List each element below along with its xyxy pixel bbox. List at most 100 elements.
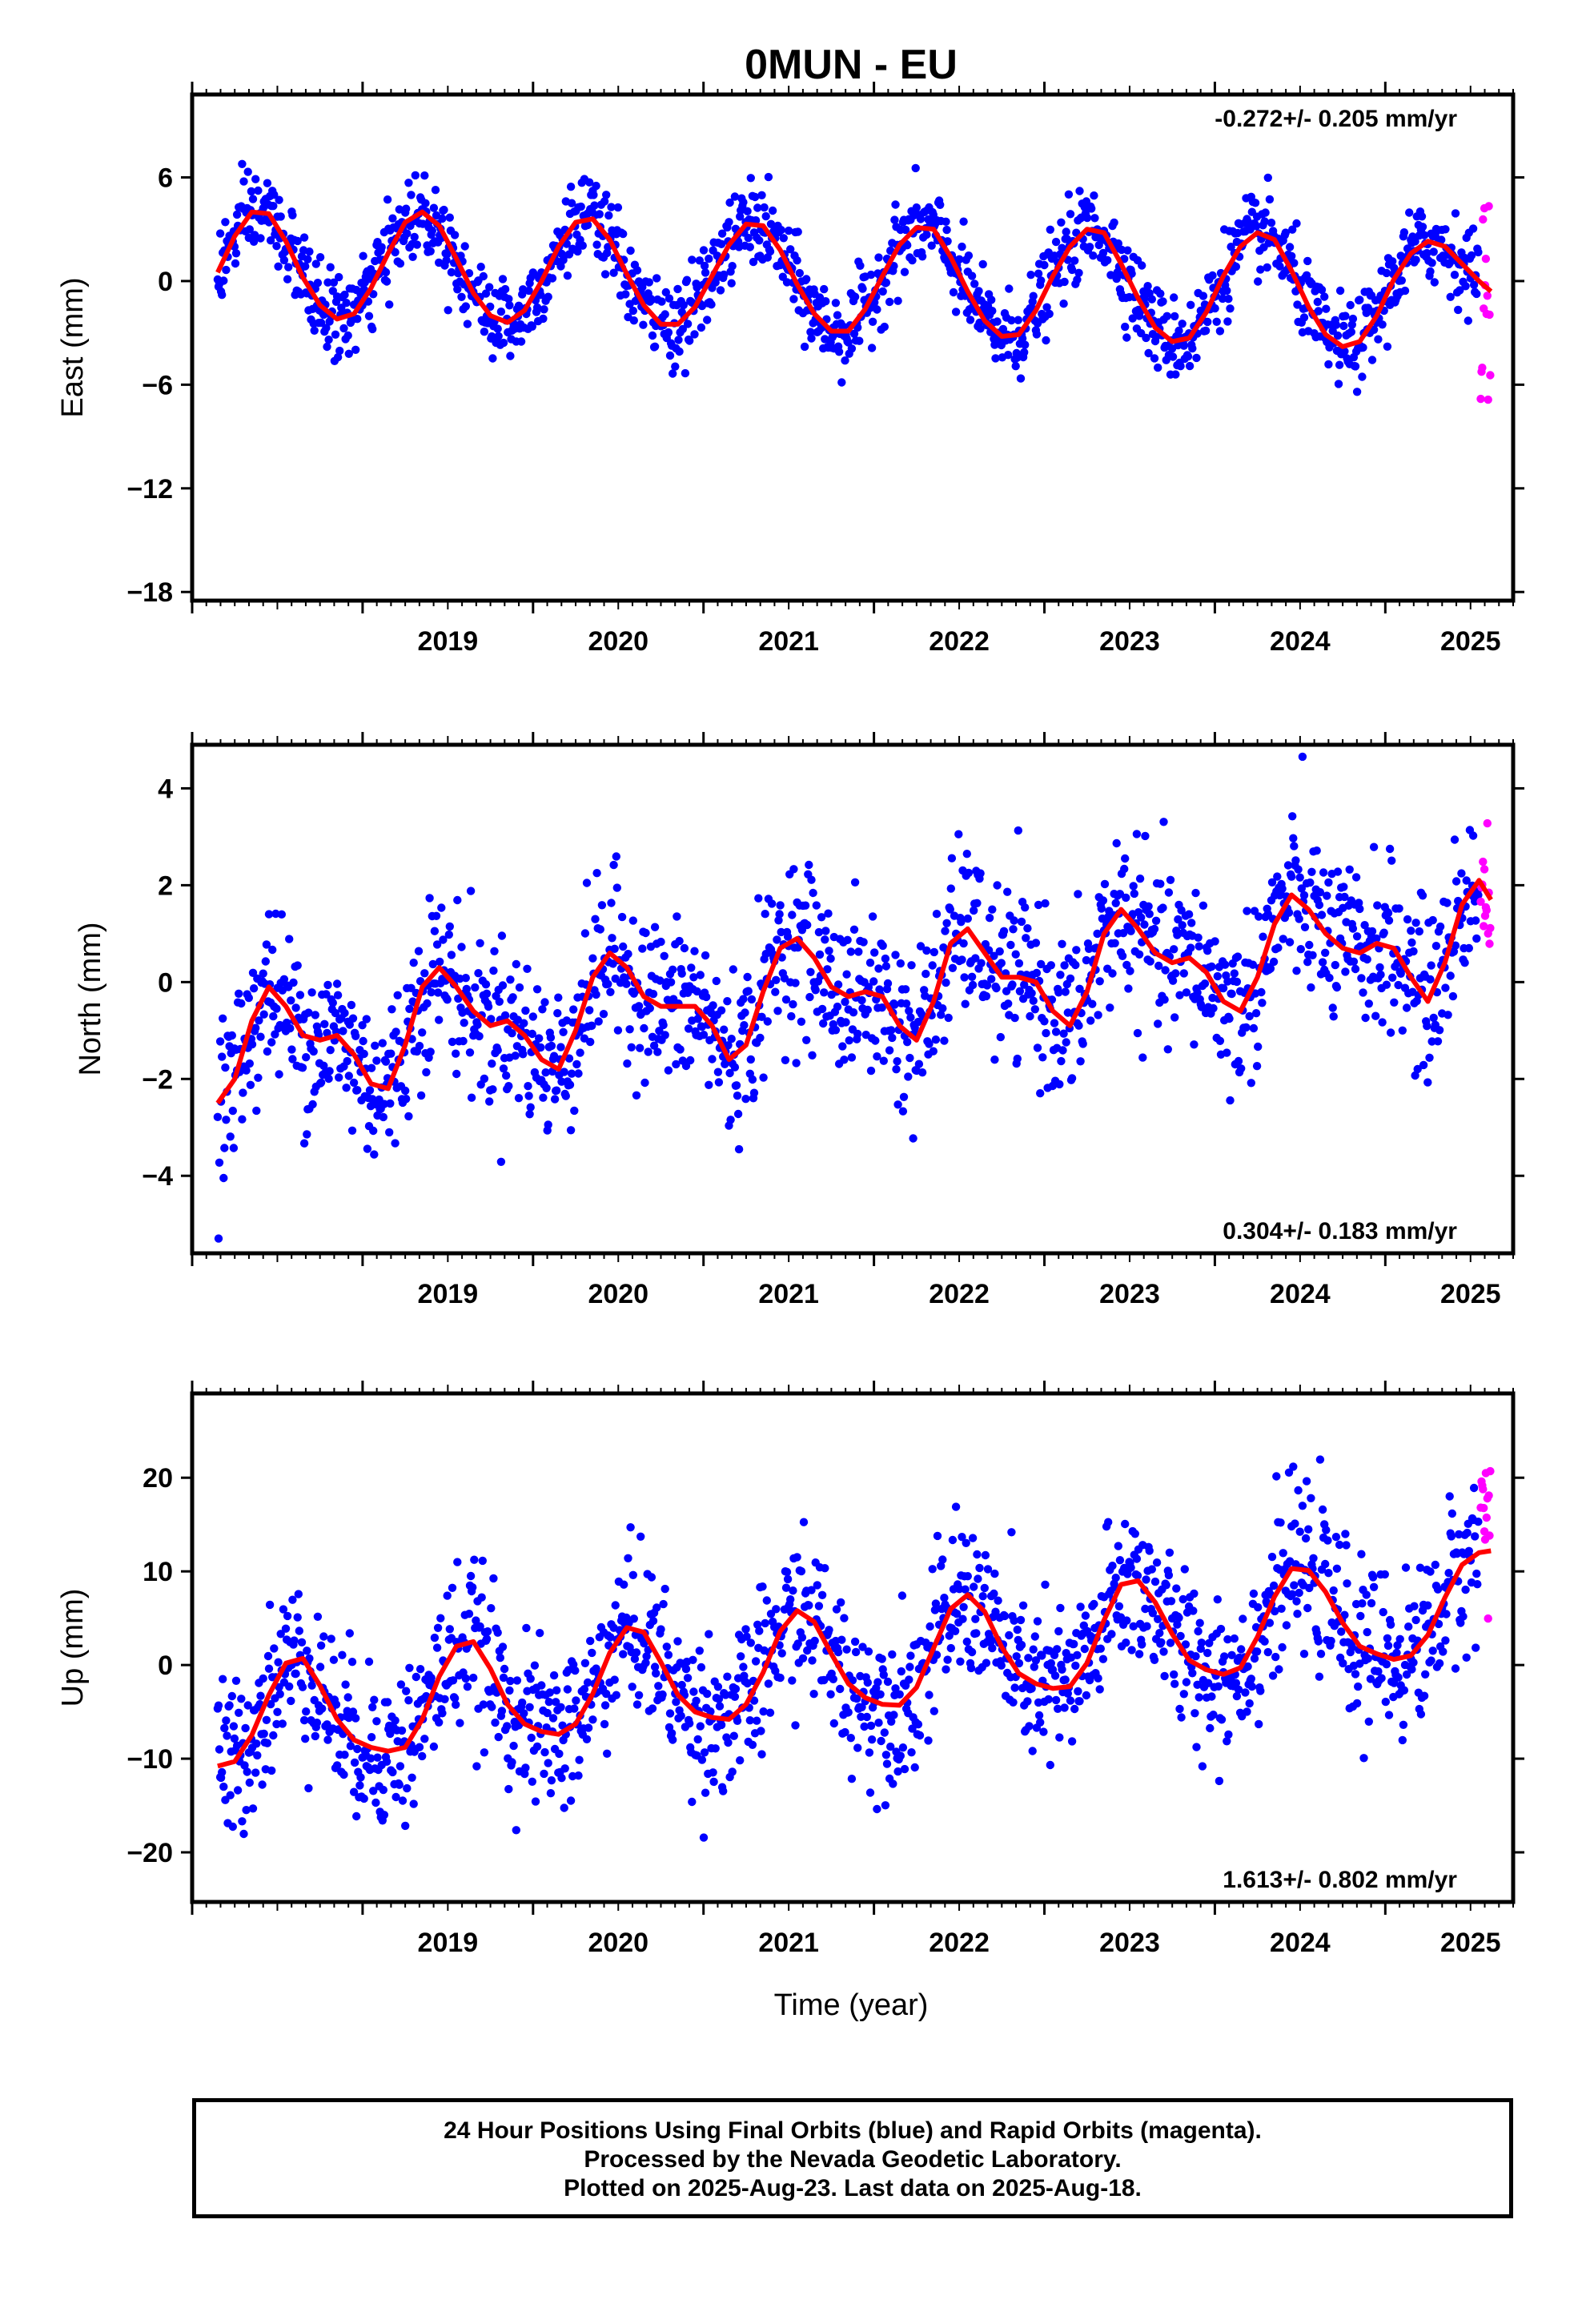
data-point — [647, 296, 656, 304]
data-point — [1203, 1648, 1212, 1658]
data-point — [671, 362, 680, 371]
data-point — [1106, 1003, 1114, 1012]
data-point — [213, 1112, 223, 1122]
data-point — [586, 1636, 595, 1646]
data-point — [1472, 289, 1481, 299]
data-point — [546, 1789, 556, 1798]
data-point — [532, 985, 542, 994]
data-point — [1029, 1645, 1038, 1654]
data-point — [739, 1663, 748, 1671]
data-point — [261, 957, 270, 966]
data-point — [1451, 1664, 1460, 1673]
data-point — [977, 959, 986, 967]
data-point — [1145, 1546, 1154, 1555]
data-point — [1459, 1612, 1468, 1621]
data-point — [626, 1523, 635, 1532]
data-point — [313, 1612, 323, 1622]
data-point — [983, 1565, 993, 1574]
data-point — [1071, 960, 1080, 970]
data-point — [867, 1735, 877, 1744]
data-point — [333, 991, 343, 999]
data-point — [725, 218, 733, 227]
data-point — [382, 277, 391, 286]
data-point — [895, 1690, 904, 1699]
data-point — [636, 1532, 645, 1542]
data-point — [1462, 1653, 1471, 1662]
data-point — [1360, 921, 1369, 930]
data-point — [1433, 1585, 1443, 1594]
data-point — [1249, 1589, 1259, 1598]
data-point — [543, 1708, 552, 1718]
data-point — [733, 1109, 743, 1119]
data-point — [960, 973, 969, 982]
data-point — [506, 352, 515, 360]
data-point — [652, 274, 661, 283]
data-point — [1399, 1686, 1409, 1695]
data-point — [1208, 271, 1217, 280]
data-point — [387, 1005, 396, 1014]
data-point — [757, 191, 766, 199]
data-point — [1059, 1029, 1068, 1038]
data-point — [220, 1723, 229, 1733]
data-point — [864, 1647, 873, 1656]
data-point — [759, 1707, 768, 1716]
data-point — [877, 1655, 886, 1663]
data-point — [741, 1625, 750, 1634]
data-point — [1175, 991, 1184, 999]
data-point — [391, 1792, 400, 1802]
data-point — [1193, 988, 1202, 997]
data-point — [1345, 865, 1354, 875]
data-point — [1223, 317, 1232, 326]
data-point — [327, 1634, 335, 1643]
data-point — [1223, 1737, 1231, 1746]
data-point — [1020, 348, 1029, 357]
data-point — [414, 947, 424, 955]
data-point — [949, 287, 958, 297]
data-point — [303, 255, 312, 263]
data-point — [1061, 1675, 1070, 1684]
data-point — [415, 1743, 424, 1751]
data-point — [900, 267, 909, 276]
data-point — [403, 1783, 412, 1793]
data-point — [932, 910, 942, 919]
data-point — [563, 1685, 572, 1694]
data-point — [466, 1571, 476, 1581]
data-point — [624, 950, 632, 959]
data-point — [980, 1583, 990, 1593]
data-point — [1324, 878, 1333, 887]
data-point — [887, 1026, 896, 1035]
data-point — [747, 995, 757, 1004]
data-point — [733, 1092, 742, 1100]
data-point — [1062, 227, 1070, 236]
data-point — [927, 241, 936, 250]
data-point — [1315, 1455, 1325, 1464]
data-point — [1040, 260, 1049, 270]
data-point — [743, 972, 752, 982]
data-point — [230, 1734, 239, 1743]
data-point — [761, 1618, 769, 1628]
data-point — [685, 1719, 694, 1728]
data-point — [1005, 284, 1014, 293]
data-point — [1442, 1610, 1451, 1618]
data-point — [323, 980, 332, 990]
data-point — [315, 253, 325, 262]
data-point — [1154, 363, 1162, 372]
data-point — [632, 1091, 641, 1100]
data-point — [1026, 1011, 1034, 1021]
data-point — [1118, 929, 1128, 938]
data-point — [235, 1708, 243, 1717]
data-point — [879, 1056, 889, 1065]
data-point — [504, 1784, 513, 1794]
data-point — [874, 964, 883, 973]
data-point — [1088, 999, 1097, 1008]
data-point — [544, 1698, 553, 1707]
data-point — [373, 1753, 382, 1762]
data-point — [494, 332, 503, 340]
data-point — [339, 1027, 347, 1035]
data-point — [869, 977, 878, 986]
data-point — [349, 1078, 359, 1088]
data-point — [1058, 1665, 1066, 1674]
data-point — [1320, 292, 1329, 301]
data-point — [369, 1787, 378, 1795]
data-point — [1461, 1585, 1470, 1594]
